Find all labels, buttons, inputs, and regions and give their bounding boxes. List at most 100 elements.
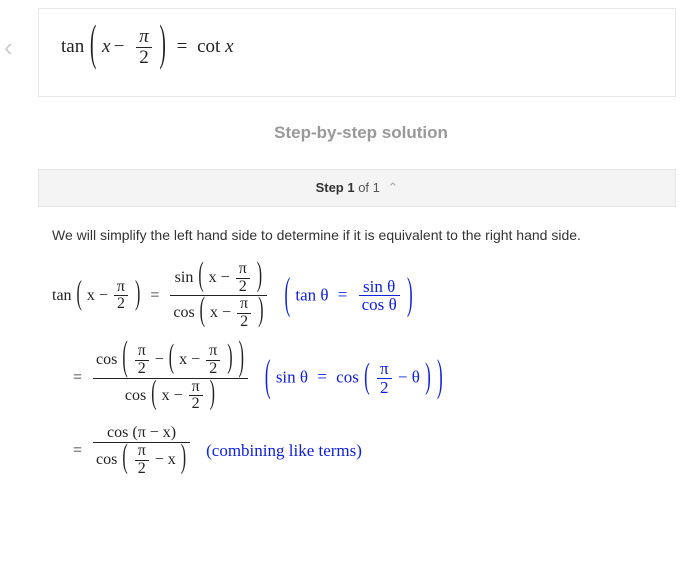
l2-inner-var: x bbox=[179, 351, 187, 368]
paren-icon: ( bbox=[284, 269, 290, 321]
r1-num-fn: sin bbox=[363, 277, 383, 296]
r1-num-var: θ bbox=[387, 277, 395, 296]
frac-num: π bbox=[114, 279, 128, 296]
minus-op: − bbox=[155, 351, 164, 368]
paren-icon: ) bbox=[407, 269, 413, 321]
inner-frac: π 2 bbox=[135, 443, 149, 478]
minus-op: − bbox=[99, 287, 108, 304]
step-header[interactable]: Step 1 of 1 ⌃ bbox=[38, 169, 676, 207]
equals-op: = bbox=[73, 442, 82, 459]
paren-icon: ) bbox=[239, 338, 244, 382]
lhs-var: x bbox=[102, 36, 104, 58]
inner-frac: π 2 bbox=[135, 343, 149, 378]
problem-equation: tan ( x − π 2 ) = cot x bbox=[61, 36, 234, 57]
paren-icon: ) bbox=[425, 356, 431, 398]
l2-frac: cos ( π 2 − ( x − π 2 bbox=[93, 343, 248, 413]
minus-op: − bbox=[221, 269, 230, 286]
l1-num-var: x bbox=[209, 269, 217, 286]
frac-num: π bbox=[236, 261, 250, 278]
l3-frac: cos (π − x) cos ( π 2 − x ) bbox=[93, 425, 190, 477]
r2-lvar: θ bbox=[300, 367, 308, 386]
paren-icon: ( bbox=[198, 260, 203, 295]
problem-card: tan ( x − π 2 ) = cot x bbox=[38, 8, 676, 97]
r1-den-fn: cos bbox=[362, 295, 385, 314]
equals-op: = bbox=[317, 367, 327, 386]
paren-icon: ( bbox=[122, 442, 127, 477]
paren-icon: ( bbox=[200, 295, 205, 330]
content-area: tan ( x − π 2 ) = cot x Step-by-step sol… bbox=[38, 0, 684, 478]
r1-frac: sin θ cos θ bbox=[359, 278, 400, 315]
paren-icon: ) bbox=[210, 377, 215, 412]
derivation-line-2: = cos ( π 2 − ( x − π bbox=[52, 343, 662, 413]
frac-num: π bbox=[237, 296, 251, 313]
minus-op: − bbox=[191, 351, 200, 368]
derivation-line-3: = cos (π − x) cos ( π 2 − x bbox=[52, 425, 662, 477]
paren-icon: ( bbox=[364, 356, 370, 398]
r1-den-var: θ bbox=[389, 295, 397, 314]
l2-den-var: x bbox=[162, 387, 170, 404]
frac-num: π bbox=[135, 443, 149, 460]
minus-op: − bbox=[222, 304, 231, 321]
step-label-prefix: Step bbox=[316, 180, 348, 195]
paren-icon: ) bbox=[257, 260, 262, 295]
minus-op: − bbox=[174, 387, 183, 404]
paren-icon: ( bbox=[265, 351, 271, 403]
l2-num-fn: cos bbox=[96, 351, 117, 368]
minus-op: − bbox=[398, 367, 408, 386]
r2-rfn: cos bbox=[336, 367, 359, 386]
r2-var: θ bbox=[412, 367, 420, 386]
l1-lhs-var: x bbox=[87, 287, 95, 304]
paren-icon: ) bbox=[160, 18, 166, 75]
paren-icon: ) bbox=[437, 351, 443, 403]
l3-den-fn: cos bbox=[96, 451, 117, 468]
paren-icon: ( bbox=[77, 276, 82, 314]
paren-icon: ) bbox=[227, 342, 232, 377]
l1-den-fn: cos bbox=[173, 304, 194, 321]
equals-op: = bbox=[73, 369, 82, 386]
inner-frac: π 2 bbox=[206, 343, 220, 378]
r1-var: θ bbox=[320, 285, 328, 304]
frac-den: 2 bbox=[135, 460, 149, 478]
rationale-1: ( tan θ = sin θ cos θ ) bbox=[283, 278, 413, 315]
rhs-fn: cot bbox=[197, 36, 220, 57]
l1-lhs-frac: π 2 bbox=[114, 279, 128, 314]
equals-op: = bbox=[177, 36, 188, 57]
lhs-frac: π 2 bbox=[136, 27, 152, 68]
rationale-3: (combining like terms) bbox=[206, 441, 362, 461]
step-current: 1 bbox=[347, 180, 354, 195]
step-total: 1 bbox=[373, 180, 380, 195]
paren-icon: ) bbox=[258, 295, 263, 330]
r2-lfn: sin bbox=[276, 367, 296, 386]
frac-den: 2 bbox=[114, 295, 128, 313]
l1-rhs-frac: sin ( x − π 2 ) cos ( x − bbox=[170, 261, 267, 331]
l1-lhs-fn: tan bbox=[52, 287, 72, 304]
intro-text: We will simplify the left hand side to d… bbox=[52, 227, 662, 243]
chevron-up-icon: ⌃ bbox=[388, 180, 399, 195]
inner-frac: π 2 bbox=[189, 379, 203, 414]
step-of: of bbox=[355, 180, 373, 195]
l3-num-inner: π − x bbox=[138, 424, 171, 441]
inner-frac: π 2 bbox=[237, 296, 251, 331]
r1-fn: tan bbox=[295, 285, 316, 304]
frac-num: π bbox=[135, 343, 149, 360]
lhs-fn: tan bbox=[61, 36, 84, 57]
l1-num-fn: sin bbox=[175, 269, 194, 286]
derivation-line-1: tan ( x − π 2 ) = sin ( x − bbox=[52, 261, 662, 331]
frac-num: π bbox=[206, 343, 220, 360]
frac-den: 2 bbox=[135, 360, 149, 378]
frac-den: 2 bbox=[377, 378, 392, 397]
equals-op: = bbox=[338, 285, 348, 304]
frac-den: 2 bbox=[236, 278, 250, 296]
paren-icon: ( bbox=[122, 338, 127, 382]
equals-op: = bbox=[150, 287, 159, 304]
back-chevron-icon[interactable]: ‹ bbox=[4, 32, 13, 63]
paren-icon: ) bbox=[135, 276, 140, 314]
l1-den-var: x bbox=[210, 304, 218, 321]
frac-num: π bbox=[189, 379, 203, 396]
frac-den: 2 bbox=[237, 313, 251, 331]
minus-op: − bbox=[155, 451, 164, 468]
section-title: Step-by-step solution bbox=[38, 123, 684, 143]
r2-frac: π 2 bbox=[377, 360, 392, 397]
frac-num: π bbox=[377, 360, 392, 378]
inner-frac: π 2 bbox=[236, 261, 250, 296]
